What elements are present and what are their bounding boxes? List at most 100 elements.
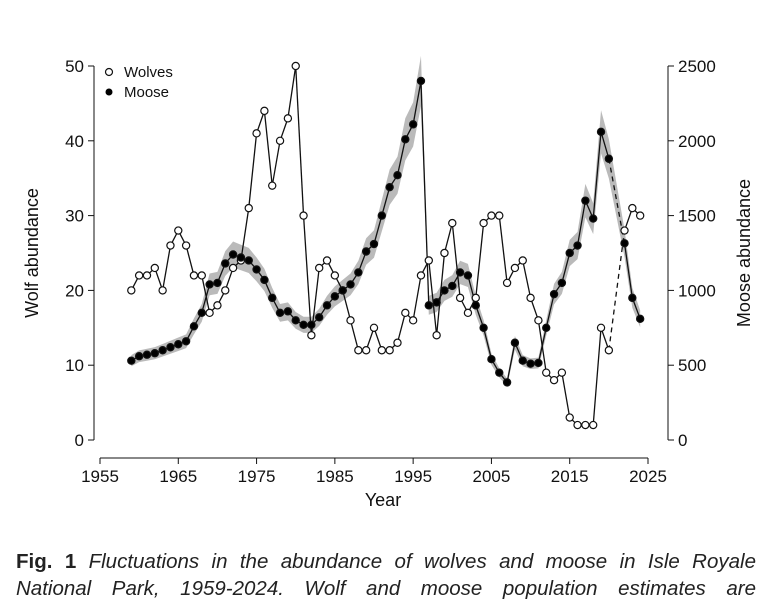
series-layer	[127, 61, 645, 430]
x-tick-label: 2005	[473, 467, 511, 486]
moose-point	[283, 307, 293, 316]
wolves-line-segment	[161, 245, 172, 291]
wolves-line-segment	[396, 312, 406, 343]
moose-point	[385, 182, 394, 192]
wolves-point	[244, 203, 253, 213]
wolves-line-segment	[185, 245, 195, 276]
moose-line-segment	[201, 284, 211, 314]
wolves-line-segment	[443, 222, 453, 254]
y-right-tick-label: 2500	[678, 57, 716, 76]
y-left-tick-label: 50	[65, 57, 84, 76]
x-tick-label: 2015	[551, 467, 589, 486]
wolves-point	[479, 218, 488, 228]
moose-point	[401, 135, 410, 144]
wolves-point	[205, 308, 214, 318]
moose-point	[181, 337, 191, 346]
wolves-point	[197, 271, 206, 280]
wolves-point	[134, 271, 144, 280]
caption-line-2: National Park, 1959-2024. Wolf and moose…	[16, 577, 756, 600]
legend: Wolves Moose	[104, 64, 173, 101]
wolves-point	[260, 106, 269, 116]
wolves-point	[589, 420, 598, 430]
moose-point	[189, 322, 199, 331]
y-right-tick-label: 2000	[678, 132, 716, 151]
wolves-point	[510, 263, 520, 273]
caption-label: Fig. 1	[16, 550, 77, 573]
wolves-point	[526, 293, 535, 303]
wolves-point	[299, 211, 308, 220]
moose-point	[275, 308, 285, 318]
moose-point	[526, 359, 535, 368]
moose-point	[236, 253, 246, 262]
wolves-point	[440, 248, 449, 258]
wolves-point	[471, 293, 480, 303]
wolves-point	[448, 218, 457, 228]
y-axis-label-left: Wolf abundance	[22, 188, 42, 318]
moose-point	[589, 214, 598, 223]
wolves-point	[361, 346, 371, 355]
moose-point	[455, 268, 465, 277]
wolves-point	[158, 286, 167, 295]
moose-point	[322, 301, 332, 310]
moose-line-segment	[592, 131, 602, 219]
moose-point	[502, 378, 512, 387]
wolves-point	[291, 61, 300, 71]
wolves-point	[408, 316, 418, 325]
wolves-line-segment	[342, 290, 352, 321]
wolves-point	[189, 271, 199, 280]
wolves-point	[487, 211, 496, 220]
caption-line-1: Fluctuations in the abundance of wolves …	[88, 550, 756, 573]
moose-point	[150, 349, 159, 358]
y-left-tick-label: 40	[65, 132, 84, 151]
moose-point	[354, 268, 363, 277]
wolves-point	[142, 271, 152, 280]
moose-point	[166, 343, 175, 352]
wolves-point	[268, 181, 277, 190]
moose-point	[534, 358, 543, 368]
moose-point	[134, 352, 144, 361]
wolves-line-segment	[271, 140, 281, 186]
moose-point	[518, 356, 527, 365]
moose-point	[228, 250, 238, 259]
moose-point	[213, 278, 222, 288]
x-tick-label: 1985	[316, 467, 354, 486]
wolves-point	[518, 256, 527, 265]
x-tick-label: 1995	[394, 467, 432, 486]
moose-line-segment	[623, 243, 633, 298]
moose-line-segment	[373, 215, 383, 245]
moose-point	[565, 248, 574, 258]
moose-point	[197, 308, 206, 318]
wolves-point	[354, 346, 363, 355]
wolves-line-segment	[248, 133, 258, 209]
moose-point	[221, 259, 230, 268]
wolves-point	[181, 241, 191, 250]
wolves-line-segment	[295, 65, 305, 216]
moose-confidence-band-layer	[131, 55, 641, 387]
moose-point	[338, 286, 347, 295]
figure-caption: Fig. 1 Fluctuations in the abundance of …	[16, 548, 756, 602]
wolves-point	[385, 346, 394, 355]
y-right-tick-label: 0	[678, 431, 687, 450]
wolves-line-segment	[451, 223, 461, 298]
y-right-tick-label: 1500	[678, 207, 716, 226]
wolves-point	[275, 136, 285, 145]
moose-point	[361, 247, 371, 256]
moose-point	[142, 350, 152, 359]
moose-point	[416, 76, 426, 86]
x-tick-label: 2025	[629, 467, 667, 486]
moose-point	[377, 211, 387, 220]
wolves-point	[401, 308, 410, 318]
moose-line-segment	[506, 342, 516, 383]
wolves-point	[455, 293, 465, 303]
moose-point	[573, 241, 582, 250]
moose-point	[268, 293, 277, 303]
wolves-point	[565, 413, 574, 422]
moose-point	[463, 271, 473, 280]
moose-point	[315, 313, 324, 322]
wolves-point	[221, 286, 230, 295]
wolves-point	[635, 211, 645, 220]
wolves-line-segment	[522, 260, 532, 299]
moose-point	[408, 120, 418, 129]
